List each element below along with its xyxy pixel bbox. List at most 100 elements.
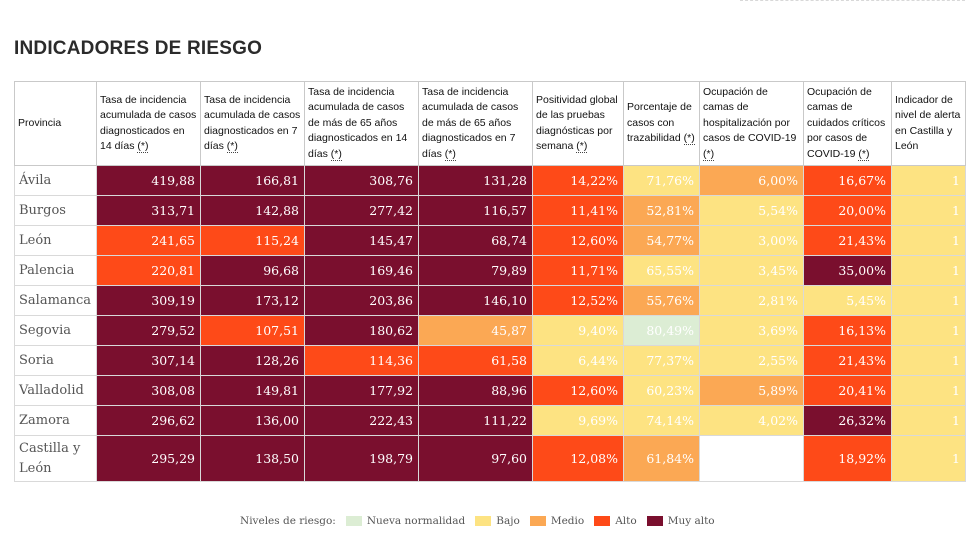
table-cell: 3,69% bbox=[699, 315, 804, 346]
table-cell: 77,37% bbox=[623, 345, 700, 376]
row-provincia: León bbox=[14, 225, 97, 256]
table-cell: 220,81 bbox=[96, 255, 201, 286]
asterisk-note[interactable]: (*) bbox=[683, 132, 695, 146]
table-cell: 14,22% bbox=[532, 165, 624, 196]
table-cell: 279,52 bbox=[96, 315, 201, 346]
row-provincia: Segovia bbox=[14, 315, 97, 346]
table-row: Palencia 220,81 96,68 169,46 79,89 11,71% 65,5… bbox=[14, 255, 966, 286]
header-positividad: Positividad global de las pruebas diagnó… bbox=[532, 81, 624, 166]
page-title: INDICADORES DE RIESGO bbox=[14, 38, 263, 59]
table-cell: 198,79 bbox=[304, 435, 419, 482]
table-cell: 5,89% bbox=[699, 375, 804, 406]
asterisk-note[interactable]: (*) bbox=[444, 147, 456, 161]
table-cell: 9,40% bbox=[532, 315, 624, 346]
table-cell: 4,02% bbox=[699, 405, 804, 436]
table-cell: 74,14% bbox=[623, 405, 700, 436]
table-cell: 308,76 bbox=[304, 165, 419, 196]
table-cell: 12,60% bbox=[532, 225, 624, 256]
table-cell: 18,92% bbox=[803, 435, 892, 482]
header-trazabilidad: Porcentaje de casos con trazabilidad (*) bbox=[623, 81, 700, 166]
table-cell: 21,43% bbox=[803, 345, 892, 376]
table-cell: 145,47 bbox=[304, 225, 419, 256]
table-cell: 115,24 bbox=[200, 225, 305, 256]
table-cell: 21,43% bbox=[803, 225, 892, 256]
asterisk-note[interactable]: (*) bbox=[226, 140, 238, 153]
table-cell: 11,41% bbox=[532, 195, 624, 226]
table-cell: 149,81 bbox=[200, 375, 305, 406]
table-cell: 138,50 bbox=[200, 435, 305, 482]
table-cell: 79,89 bbox=[418, 255, 533, 286]
legend-swatch-bajo bbox=[475, 516, 492, 526]
table-cell: 277,42 bbox=[304, 195, 419, 226]
header-ia7: Tasa de incidencia acumulada de casos di… bbox=[200, 81, 305, 166]
table-cell: 20,41% bbox=[803, 375, 892, 406]
table-cell: 80,49% bbox=[623, 315, 700, 346]
table-cell: 131,28 bbox=[418, 165, 533, 196]
table-cell: 52,81% bbox=[623, 195, 700, 226]
table-cell: 96,68 bbox=[200, 255, 305, 286]
table-cell: 5,45% bbox=[803, 285, 892, 316]
table-header-row: Provincia Tasa de incidencia acumulada d… bbox=[14, 81, 966, 166]
table-cell: 12,08% bbox=[532, 435, 624, 482]
asterisk-note[interactable]: (*) bbox=[576, 140, 588, 153]
table-cell: 5,54% bbox=[699, 195, 804, 226]
table-cell: 3,00% bbox=[699, 225, 804, 256]
header-ocupacion-uci: Ocupación de camas de cuidados críticos … bbox=[803, 81, 892, 166]
table-cell: 1 bbox=[891, 225, 966, 256]
legend-item-medio: Medio bbox=[550, 515, 585, 527]
table-cell: 55,76% bbox=[623, 285, 700, 316]
row-provincia: Ávila bbox=[14, 165, 97, 196]
table-cell: 173,12 bbox=[200, 285, 305, 316]
table-body: Ávila 419,88 166,81 308,76 131,28 14,22% 71,76… bbox=[14, 165, 966, 482]
table-cell: 128,26 bbox=[200, 345, 305, 376]
table-cell: 1 bbox=[891, 405, 966, 436]
table-cell: 307,14 bbox=[96, 345, 201, 376]
table-cell: 1 bbox=[891, 285, 966, 316]
table-cell: 313,71 bbox=[96, 195, 201, 226]
header-ia65-7: Tasa de incidencia acumulada de casos de… bbox=[418, 81, 533, 166]
table-cell: 166,81 bbox=[200, 165, 305, 196]
header-ocupacion-hosp: Ocupación de camas de hospitalización po… bbox=[699, 81, 804, 166]
table-cell: 71,76% bbox=[623, 165, 700, 196]
table-cell: 1 bbox=[891, 315, 966, 346]
table-cell: 11,71% bbox=[532, 255, 624, 286]
table-cell: 61,84% bbox=[623, 435, 700, 482]
table-cell: 2,81% bbox=[699, 285, 804, 316]
table-cell: 16,13% bbox=[803, 315, 892, 346]
table-cell: 107,51 bbox=[200, 315, 305, 346]
asterisk-note[interactable]: (*) bbox=[330, 147, 342, 161]
table-cell: 296,62 bbox=[96, 405, 201, 436]
table-cell: 177,92 bbox=[304, 375, 419, 406]
table-cell: 111,22 bbox=[418, 405, 533, 436]
table-cell: 35,00% bbox=[803, 255, 892, 286]
row-provincia: Valladolid bbox=[14, 375, 97, 406]
asterisk-note[interactable]: (*) bbox=[703, 147, 715, 161]
table-cell: 222,43 bbox=[304, 405, 419, 436]
table-cell: 4,27% bbox=[699, 435, 804, 482]
row-provincia: Castilla y León bbox=[14, 435, 97, 482]
table-row: Ávila 419,88 166,81 308,76 131,28 14,22% 71,76… bbox=[14, 165, 966, 196]
table-cell: 97,60 bbox=[418, 435, 533, 482]
asterisk-note[interactable]: (*) bbox=[858, 147, 870, 161]
table-row: Soria 307,14 128,26 114,36 61,58 6,44% 77,37% 2… bbox=[14, 345, 966, 376]
table-row: Burgos 313,71 142,88 277,42 116,57 11,41% 52,8… bbox=[14, 195, 966, 226]
legend-swatch-alto bbox=[594, 516, 611, 526]
table-cell: 12,60% bbox=[532, 375, 624, 406]
table-cell: 6,44% bbox=[532, 345, 624, 376]
table-cell: 203,86 bbox=[304, 285, 419, 316]
table-row: León 241,65 115,24 145,47 68,74 12,60% 54,77% 3… bbox=[14, 225, 966, 256]
table-cell: 114,36 bbox=[304, 345, 419, 376]
table-cell: 60,23% bbox=[623, 375, 700, 406]
risk-indicators-table: Provincia Tasa de incidencia acumulada d… bbox=[14, 81, 966, 482]
table-cell: 1 bbox=[891, 435, 966, 482]
asterisk-note[interactable]: (*) bbox=[137, 140, 149, 153]
legend-item-muy-alto: Muy alto bbox=[667, 515, 715, 527]
table-cell: 9,69% bbox=[532, 405, 624, 436]
table-row: Salamanca 309,19 173,12 203,86 146,10 12,52% 5… bbox=[14, 285, 966, 316]
table-cell: 3,45% bbox=[699, 255, 804, 286]
table-cell: 54,77% bbox=[623, 225, 700, 256]
table-cell: 309,19 bbox=[96, 285, 201, 316]
table-row: Valladolid 308,08 149,81 177,92 88,96 12,60% 6… bbox=[14, 375, 966, 406]
table-cell: 295,29 bbox=[96, 435, 201, 482]
table-cell: 419,88 bbox=[96, 165, 201, 196]
